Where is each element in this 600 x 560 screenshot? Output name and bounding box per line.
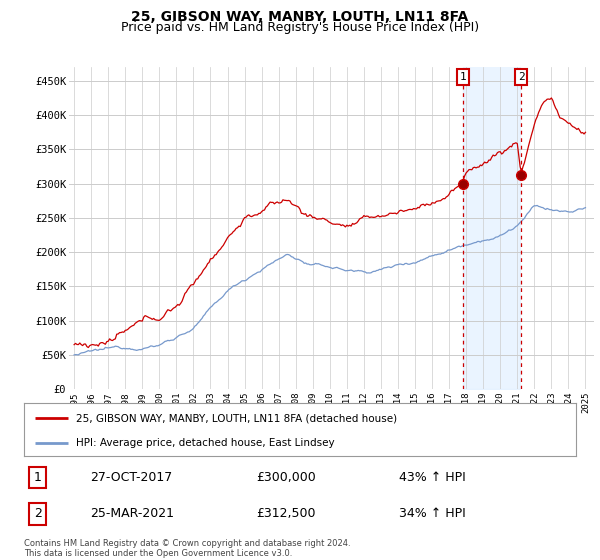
Text: 2: 2 bbox=[518, 72, 524, 82]
Text: 1: 1 bbox=[460, 72, 466, 82]
Text: £300,000: £300,000 bbox=[256, 471, 316, 484]
Text: £312,500: £312,500 bbox=[256, 507, 316, 520]
Text: HPI: Average price, detached house, East Lindsey: HPI: Average price, detached house, East… bbox=[76, 438, 335, 448]
Text: 25, GIBSON WAY, MANBY, LOUTH, LN11 8FA: 25, GIBSON WAY, MANBY, LOUTH, LN11 8FA bbox=[131, 10, 469, 24]
Text: 2: 2 bbox=[34, 507, 42, 520]
Text: Price paid vs. HM Land Registry's House Price Index (HPI): Price paid vs. HM Land Registry's House … bbox=[121, 21, 479, 34]
Text: 43% ↑ HPI: 43% ↑ HPI bbox=[400, 471, 466, 484]
Text: 34% ↑ HPI: 34% ↑ HPI bbox=[400, 507, 466, 520]
Text: 25, GIBSON WAY, MANBY, LOUTH, LN11 8FA (detached house): 25, GIBSON WAY, MANBY, LOUTH, LN11 8FA (… bbox=[76, 413, 398, 423]
Text: 1: 1 bbox=[34, 471, 42, 484]
Text: Contains HM Land Registry data © Crown copyright and database right 2024.
This d: Contains HM Land Registry data © Crown c… bbox=[24, 539, 350, 558]
Text: 25-MAR-2021: 25-MAR-2021 bbox=[90, 507, 174, 520]
Text: 27-OCT-2017: 27-OCT-2017 bbox=[90, 471, 172, 484]
